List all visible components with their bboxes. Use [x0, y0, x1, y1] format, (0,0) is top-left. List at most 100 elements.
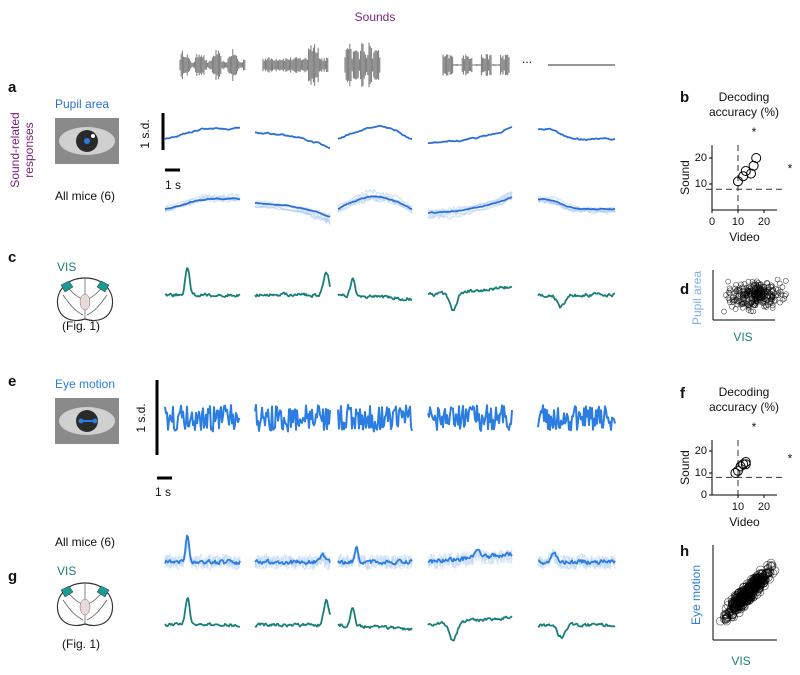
scatter-point [754, 295, 760, 302]
point [740, 166, 751, 176]
scatter-point [744, 582, 754, 591]
ref-label: (Fig. 1) [62, 319, 100, 333]
scatter-point [750, 308, 757, 315]
eye-image [55, 398, 119, 444]
trace [537, 292, 616, 309]
star: * [752, 420, 757, 434]
axis-label: Sound [678, 160, 692, 195]
x-tick-label: 20 [758, 216, 770, 228]
trace [427, 191, 513, 214]
scatter-point [721, 308, 727, 315]
scatter-point [729, 303, 735, 310]
trace [254, 550, 331, 570]
brain-center [79, 293, 91, 311]
trace [537, 198, 615, 211]
trace [164, 192, 241, 209]
scatter-point [731, 597, 741, 606]
trace [427, 196, 513, 214]
scatter-point [722, 613, 731, 623]
scatter-point [763, 304, 770, 310]
scatter-point [745, 302, 752, 308]
scatter-point [738, 597, 748, 607]
pupil-label: Pupil area [55, 97, 109, 111]
star: * [788, 452, 793, 466]
scatter-point [760, 298, 767, 305]
scatter-point [754, 585, 764, 595]
trace [427, 547, 513, 570]
scatter-point [734, 286, 741, 293]
scatter-point [736, 287, 743, 293]
scatter-point [744, 595, 754, 605]
trace [337, 546, 413, 566]
scatter-point [761, 289, 768, 295]
scatter-point [775, 292, 782, 299]
panel-letter: g [8, 568, 17, 585]
scatter-point [753, 281, 760, 288]
scatter-point [725, 278, 732, 285]
scatter-point [727, 606, 737, 616]
scatter-point [725, 295, 732, 301]
brain-patch [96, 280, 110, 293]
trace [537, 199, 616, 215]
brain-patch [60, 280, 74, 293]
trace [164, 597, 241, 628]
axis-label: Eye motion [689, 565, 703, 625]
scatter-point [753, 296, 760, 302]
trace [427, 197, 513, 219]
waveform [344, 42, 381, 88]
trace [254, 131, 331, 149]
scatter-point [769, 283, 776, 290]
scatter-point [747, 582, 757, 592]
scatter-point [763, 568, 773, 578]
scatter-point [770, 293, 776, 300]
ref-label: (Fig. 1) [62, 637, 100, 651]
star: * [752, 125, 757, 139]
scatter-point [765, 301, 771, 308]
scatter-point [751, 291, 758, 297]
scatter-point [770, 566, 780, 576]
scatter-point [725, 609, 734, 618]
scatter-point [727, 287, 733, 294]
scatter-point [777, 299, 783, 306]
scatter-point [746, 299, 753, 306]
scatter-point [776, 280, 783, 287]
trace [164, 267, 241, 298]
scale-x: 1 s [155, 485, 171, 499]
star: * [788, 162, 793, 176]
trace [427, 615, 513, 642]
scatter-point [739, 304, 746, 311]
scatter-point [736, 602, 746, 612]
axis-label: Pupil area [690, 271, 704, 325]
scale-y: 1 s.d. [134, 403, 148, 432]
trace [254, 205, 331, 224]
scatter-point [735, 295, 742, 302]
trace [254, 271, 331, 298]
trace [537, 551, 616, 565]
panel-letter: a [8, 79, 17, 96]
point [748, 160, 759, 171]
scatter-point [734, 601, 744, 611]
ellipsis: ... [522, 52, 532, 66]
sounds-title: Sounds [355, 10, 396, 24]
y-tick-label: 10 [695, 467, 707, 479]
trace [337, 196, 413, 214]
scatter-point [770, 286, 776, 293]
scatter-point [744, 296, 751, 302]
y-tick-label: 20 [695, 152, 707, 164]
scatter-point [749, 278, 756, 285]
scatter-point [773, 292, 779, 299]
trace [337, 188, 413, 207]
scatter-point [734, 588, 744, 597]
panel-letter: c [8, 249, 16, 266]
scatter-point [764, 280, 771, 287]
plot-title: accuracy (%) [709, 400, 779, 414]
panel-letter: f [680, 385, 686, 402]
scatter-point [749, 577, 758, 587]
scatter-point [749, 574, 759, 583]
trace [254, 552, 331, 566]
scatter-point [760, 298, 767, 304]
scatter-point [755, 569, 765, 579]
plot-title: accuracy (%) [709, 105, 779, 119]
trace [164, 404, 241, 433]
trace [254, 202, 331, 218]
